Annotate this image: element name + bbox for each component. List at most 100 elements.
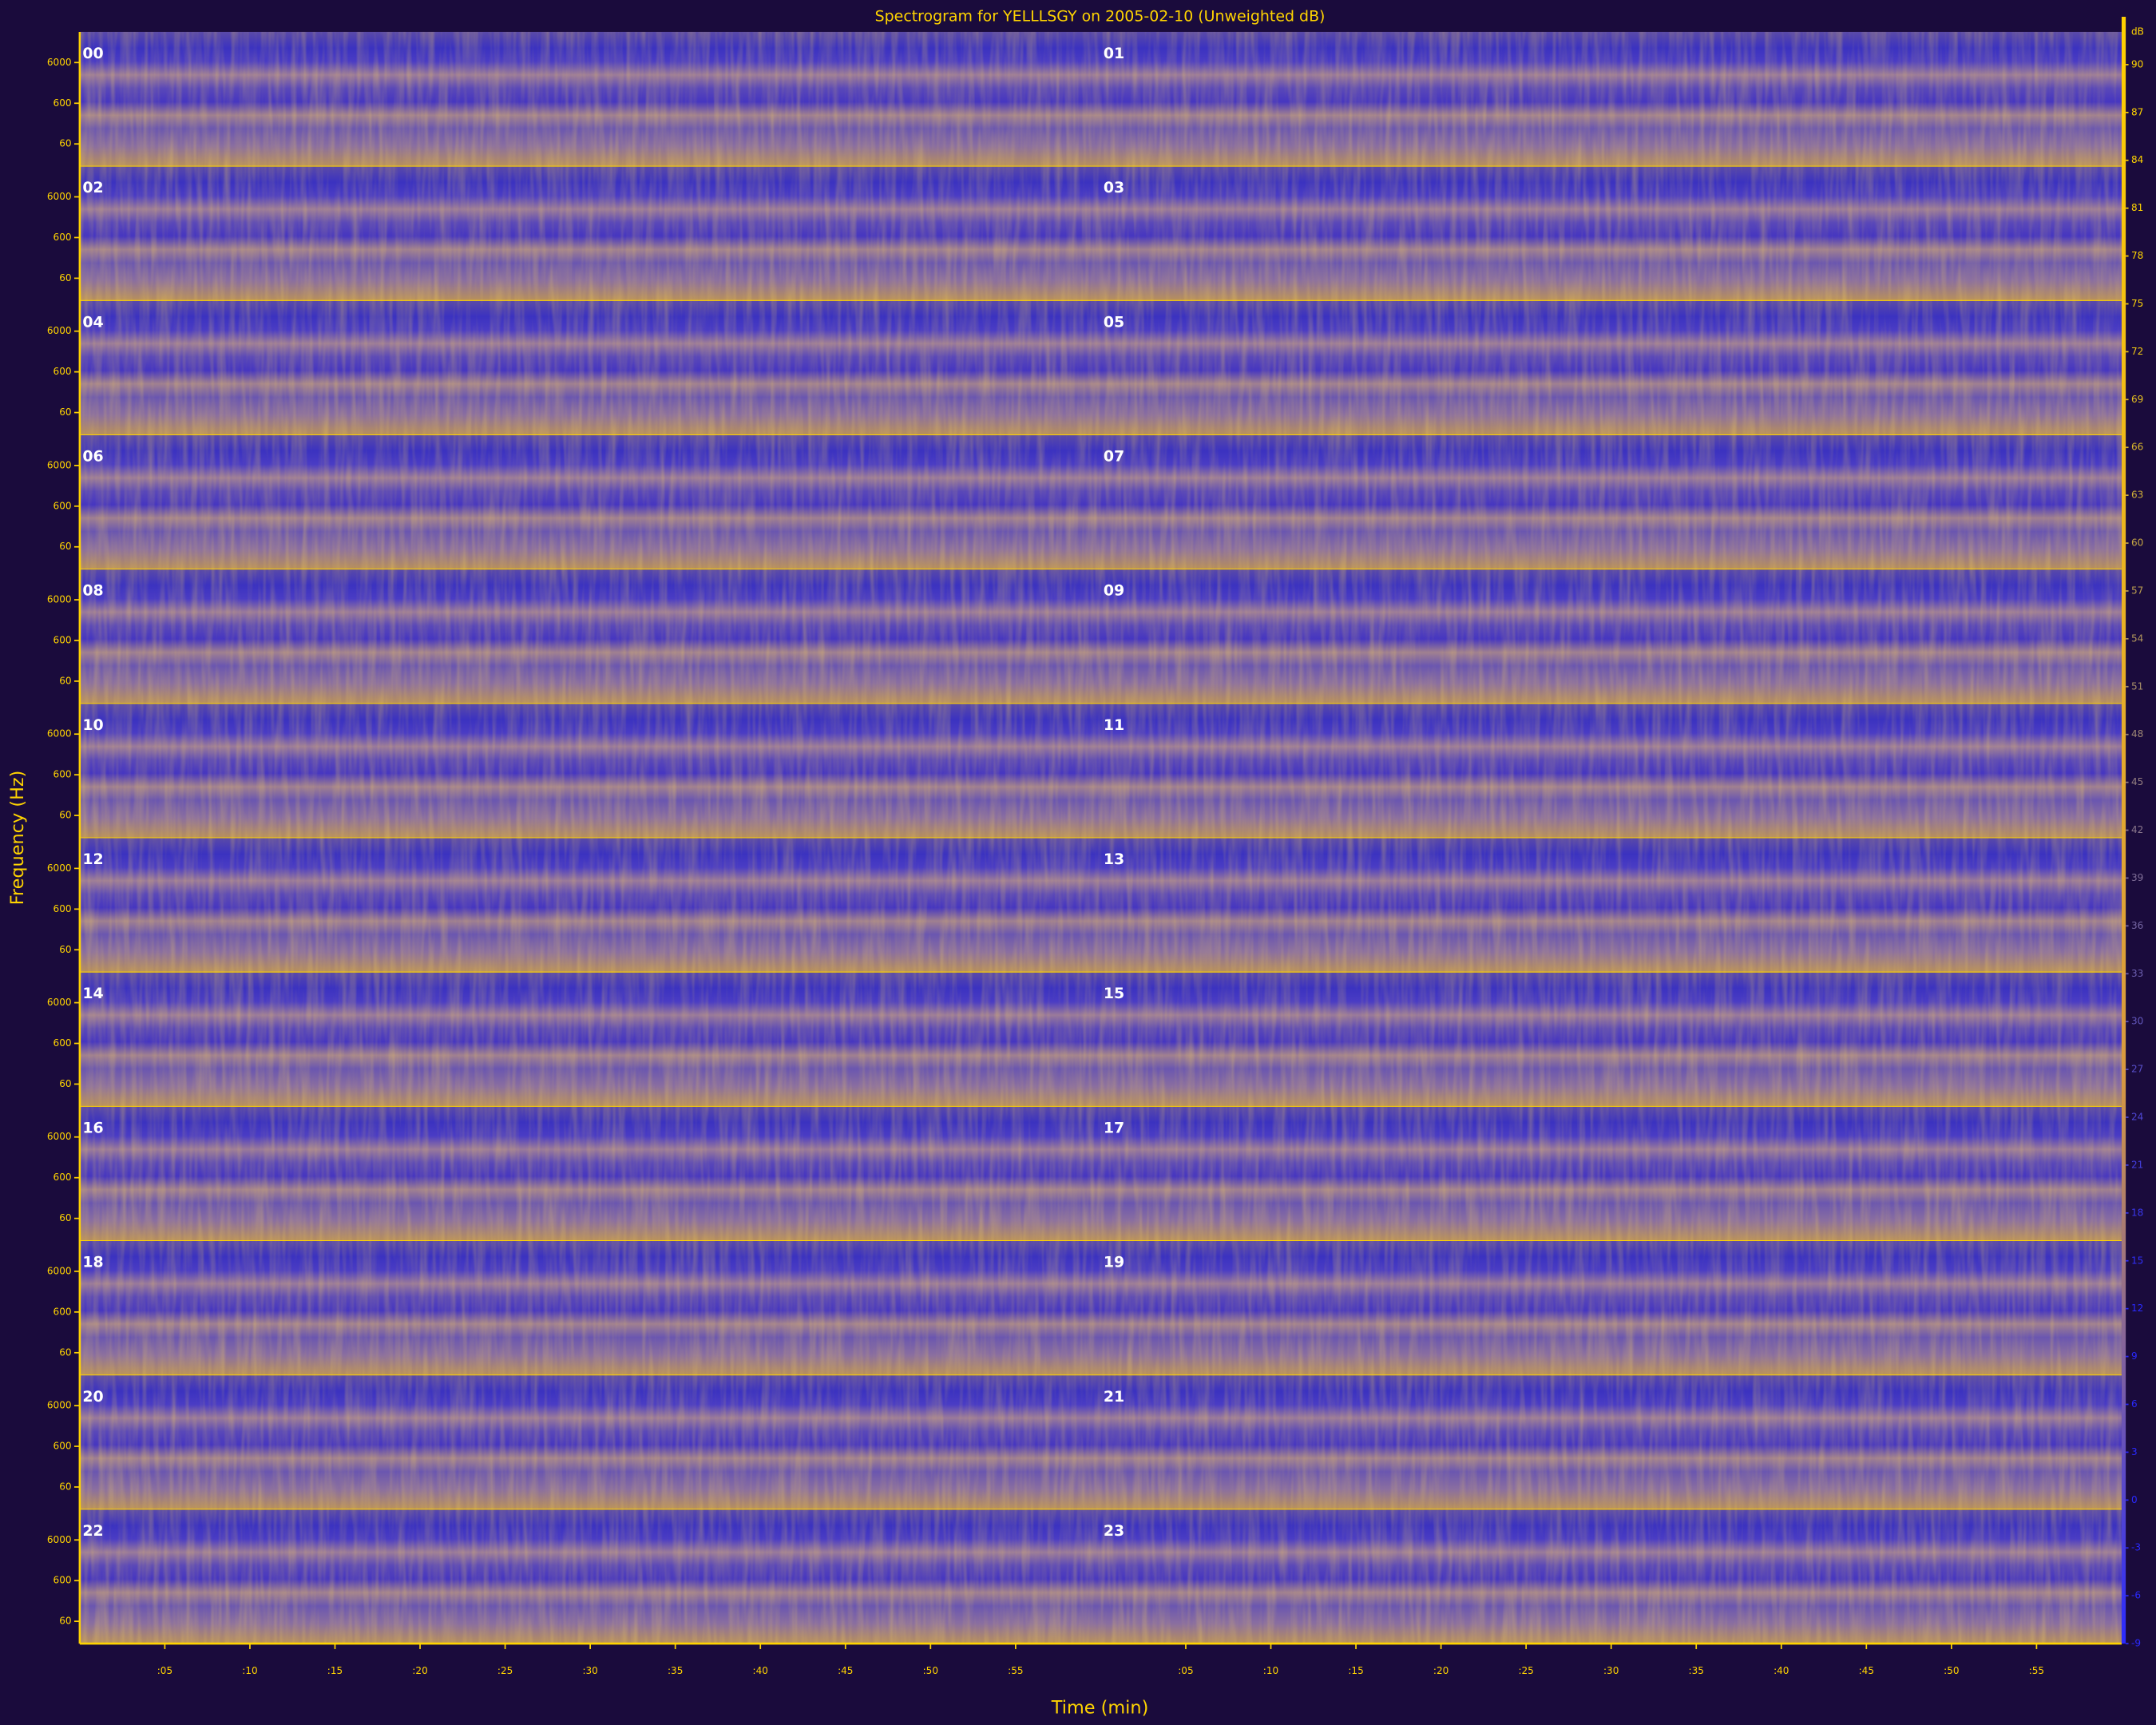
hour-label: 21	[1104, 1388, 1124, 1406]
x-tick-label: :30	[1603, 1665, 1619, 1676]
y-tick-label: 6000	[47, 862, 72, 874]
spectrogram-noise	[79, 1509, 2122, 1644]
hour-label: 18	[82, 1254, 103, 1271]
colorbar-tick-label: 72	[2131, 346, 2143, 357]
colorbar-tick-label: 48	[2131, 728, 2143, 740]
x-tick-label: :20	[1433, 1665, 1449, 1676]
y-tick-label: 60	[59, 406, 71, 418]
x-tick-label: :15	[1348, 1665, 1363, 1676]
hour-label: 13	[1104, 851, 1124, 868]
x-tick-label: :50	[1944, 1665, 1959, 1676]
colorbar-tick-label: 42	[2131, 824, 2143, 835]
spectrogram-noise	[79, 703, 2122, 839]
colorbar-tick-label: 3	[2131, 1446, 2138, 1457]
colorbar-tick-label: -3	[2131, 1542, 2141, 1553]
colorbar-tick-label: 84	[2131, 154, 2143, 165]
spectrogram-noise	[79, 434, 2122, 569]
colorbar-tick-label: 45	[2131, 776, 2143, 787]
x-tick-label: :40	[1774, 1665, 1789, 1676]
hour-label: 22	[82, 1522, 103, 1540]
hour-label: 14	[82, 985, 103, 1002]
y-tick-label: 6000	[47, 997, 72, 1008]
colorbar-tick-label: 15	[2131, 1255, 2143, 1266]
y-tick-label: 6000	[47, 57, 72, 68]
spectrogram-noise	[79, 1106, 2122, 1241]
y-tick-label: 6000	[47, 1265, 72, 1276]
colorbar-tick-label: 57	[2131, 585, 2143, 596]
colorbar-tick-label: 39	[2131, 872, 2143, 883]
y-tick-label: 60	[59, 944, 71, 955]
colorbar-tick-label: 9	[2131, 1350, 2138, 1362]
x-tick-label: :55	[1008, 1665, 1023, 1676]
colorbar-tick-label: 18	[2131, 1207, 2143, 1218]
colorbar-tick-label: 69	[2131, 394, 2143, 405]
hour-label: 02	[82, 179, 103, 196]
hour-label: 17	[1104, 1119, 1124, 1136]
x-tick-label: :25	[1518, 1665, 1533, 1676]
hour-label: 07	[1104, 448, 1124, 466]
hour-label: 11	[1104, 716, 1124, 734]
y-tick-label: 600	[54, 1172, 72, 1183]
spectrogram-noise	[79, 300, 2122, 435]
y-tick-label: 6000	[47, 325, 72, 336]
colorbar-tick-label: 12	[2131, 1303, 2143, 1314]
hour-label: 20	[82, 1388, 103, 1406]
colorbar-unit: dB	[2131, 26, 2144, 37]
colorbar-tick-label: 87	[2131, 106, 2143, 117]
colorbar-tick-label: 51	[2131, 680, 2143, 692]
colorbar	[2121, 17, 2126, 1644]
y-tick-label: 600	[54, 903, 72, 914]
y-tick-label: 60	[59, 810, 71, 821]
hour-label: 15	[1104, 985, 1124, 1002]
colorbar-tick-label: 21	[2131, 1159, 2143, 1170]
x-tick-label: :55	[2029, 1665, 2044, 1676]
x-tick-label: :15	[327, 1665, 343, 1676]
y-tick-label: 60	[59, 1346, 71, 1358]
x-tick-label: :05	[157, 1665, 172, 1676]
y-tick-label: 60	[59, 272, 71, 284]
y-tick-label: 600	[54, 97, 72, 109]
x-axis-label: Time (min)	[1051, 1697, 1149, 1718]
colorbar-tick-label: 66	[2131, 442, 2143, 453]
y-tick-label: 6000	[47, 1534, 72, 1545]
spectrogram-noise	[79, 166, 2122, 301]
hour-label: 19	[1104, 1254, 1124, 1271]
hour-label: 00	[82, 45, 103, 62]
y-tick-label: 60	[59, 138, 71, 149]
spectrogram-noise	[79, 1374, 2122, 1509]
y-tick-label: 60	[59, 675, 71, 686]
y-tick-label: 60	[59, 1212, 71, 1223]
hour-label: 09	[1104, 582, 1124, 600]
y-axis-label: Frequency (Hz)	[7, 771, 28, 906]
y-tick-label: 600	[54, 769, 72, 780]
hour-label: 10	[82, 716, 103, 734]
colorbar-tick-label: 30	[2131, 1016, 2143, 1027]
hour-label: 01	[1104, 45, 1124, 62]
hour-label: 05	[1104, 313, 1124, 331]
hour-label: 04	[82, 313, 103, 331]
x-tick-label: :45	[838, 1665, 853, 1676]
hour-label: 08	[82, 582, 103, 600]
x-tick-label: :25	[497, 1665, 513, 1676]
colorbar-tick-label: 27	[2131, 1064, 2143, 1075]
colorbar-tick-label: 24	[2131, 1112, 2143, 1123]
spectrogram-noise	[79, 1240, 2122, 1375]
x-tick-label: :35	[1689, 1665, 1704, 1676]
x-tick-label: :30	[582, 1665, 597, 1676]
chart-title: Spectrogram for YELLLSGY on 2005-02-10 (…	[875, 8, 1326, 26]
x-tick-label: :10	[242, 1665, 257, 1676]
y-tick-label: 600	[54, 366, 72, 377]
spectrogram-noise	[79, 838, 2122, 973]
x-tick-label: :45	[1859, 1665, 1874, 1676]
x-tick-label: :20	[412, 1665, 427, 1676]
y-tick-label: 6000	[47, 1131, 72, 1142]
x-tick-label: :50	[923, 1665, 938, 1676]
colorbar-tick-label: 33	[2131, 968, 2143, 979]
colorbar-tick-label: 75	[2131, 298, 2143, 309]
spectrogram-noise	[79, 31, 2122, 167]
colorbar-tick-label: -9	[2131, 1638, 2141, 1649]
colorbar-tick-label: 54	[2131, 632, 2143, 644]
hour-label: 16	[82, 1119, 103, 1136]
y-tick-label: 6000	[47, 728, 72, 740]
